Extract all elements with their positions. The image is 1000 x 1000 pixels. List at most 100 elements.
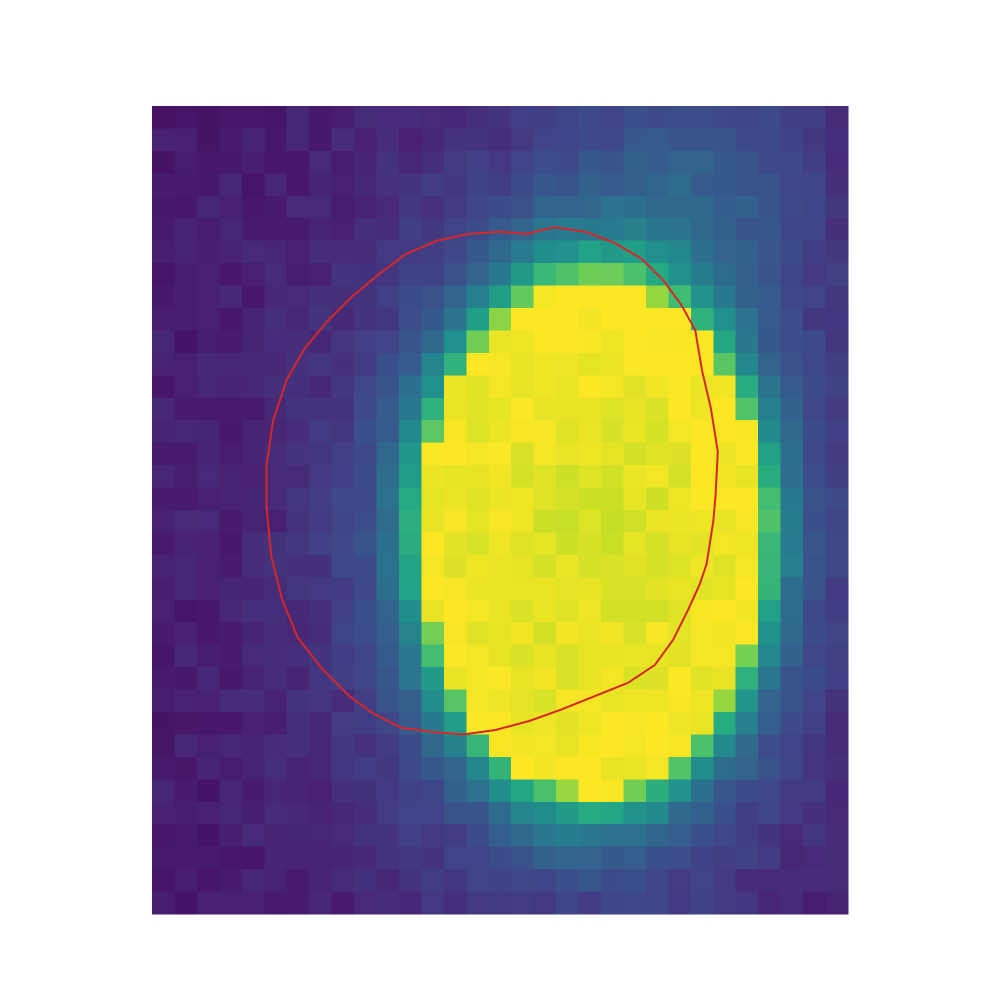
heatmap-cell <box>354 734 378 758</box>
heatmap-cell <box>264 756 288 780</box>
heatmap-cell <box>758 532 782 556</box>
heatmap-cell <box>690 150 714 174</box>
heatmap-cell <box>645 554 669 578</box>
heatmap-cell <box>511 285 535 309</box>
heatmap-cell <box>556 869 580 893</box>
heatmap-cell <box>443 510 467 534</box>
heatmap-cell <box>354 644 378 668</box>
heatmap-cell <box>533 599 557 623</box>
heatmap-cell <box>174 397 198 421</box>
heatmap-cell <box>331 420 355 444</box>
heatmap-cell <box>443 734 467 758</box>
heatmap-cell <box>735 689 759 713</box>
heatmap-cell <box>421 442 445 466</box>
heatmap-cell <box>690 712 714 736</box>
heatmap-cell <box>803 218 827 242</box>
heatmap-cell <box>511 420 535 444</box>
heatmap-cell <box>713 106 737 130</box>
heatmap-cell <box>803 150 827 174</box>
heatmap-cell <box>533 510 557 534</box>
heatmap-cell <box>331 599 355 623</box>
heatmap-cell <box>443 263 467 287</box>
heatmap-cell <box>578 285 602 309</box>
heatmap-cell <box>174 734 198 758</box>
heatmap-cell <box>241 330 265 354</box>
heatmap-cell <box>623 173 647 197</box>
heatmap-cell <box>668 554 692 578</box>
heatmap-cell <box>286 869 310 893</box>
heatmap-cell <box>488 465 512 489</box>
heatmap-cell <box>286 577 310 601</box>
heatmap-cell <box>645 465 669 489</box>
heatmap-cell <box>309 644 333 668</box>
heatmap-cell <box>174 352 198 376</box>
heatmap-cell <box>758 218 782 242</box>
heatmap-cell <box>668 173 692 197</box>
heatmap-cell <box>713 869 737 893</box>
heatmap-cell <box>309 779 333 803</box>
heatmap-cell <box>578 352 602 376</box>
heatmap-cell <box>668 285 692 309</box>
heatmap-cell <box>780 532 804 556</box>
heatmap-cell <box>152 599 176 623</box>
heatmap-cell <box>443 420 467 444</box>
heatmap-cell <box>758 846 782 870</box>
heatmap-cell <box>690 599 714 623</box>
heatmap-cell <box>331 801 355 825</box>
heatmap-cell <box>219 824 243 848</box>
heatmap-cell <box>398 689 423 713</box>
heatmap-cell <box>354 712 378 736</box>
heatmap-cell <box>533 150 557 174</box>
heatmap-cell <box>421 622 445 646</box>
heatmap-cell <box>331 352 355 376</box>
heatmap-cell <box>803 285 827 309</box>
heatmap-cell <box>241 532 265 556</box>
heatmap-cell <box>152 801 176 825</box>
heatmap-cell <box>421 106 445 130</box>
heatmap-cell <box>645 667 669 691</box>
heatmap-cell <box>264 510 288 534</box>
heatmap-cell <box>713 330 737 354</box>
heatmap-cell <box>511 465 535 489</box>
heatmap-cell <box>421 420 445 444</box>
heatmap-cell <box>578 375 602 399</box>
heatmap-cell <box>825 510 849 534</box>
heatmap-cell <box>309 150 333 174</box>
heatmap-cell <box>758 397 782 421</box>
heatmap-cell <box>758 106 782 130</box>
heatmap-cell <box>735 263 759 287</box>
heatmap-cell <box>825 532 849 556</box>
heatmap-cell <box>780 308 804 332</box>
heatmap-cell <box>331 330 355 354</box>
heatmap-cell <box>241 554 265 578</box>
heatmap-cell <box>264 891 288 915</box>
heatmap-cell <box>152 577 176 601</box>
heatmap-cell <box>241 465 265 489</box>
heatmap-cell <box>713 667 737 691</box>
heatmap-cell <box>601 577 625 601</box>
heatmap-cell <box>556 756 580 780</box>
heatmap-cell <box>286 173 310 197</box>
heatmap-cell <box>331 824 355 848</box>
heatmap-cell <box>488 420 512 444</box>
heatmap-cell <box>443 869 467 893</box>
heatmap-cell <box>309 195 333 219</box>
heatmap-cell <box>421 801 445 825</box>
heatmap-cell <box>241 218 265 242</box>
heatmap-cell <box>533 644 557 668</box>
heatmap-cell <box>196 532 220 556</box>
heatmap-cell <box>645 195 669 219</box>
heatmap-cell <box>488 554 512 578</box>
heatmap-cell <box>601 195 625 219</box>
heatmap-cell <box>443 128 467 152</box>
heatmap-cell <box>578 487 602 511</box>
heatmap-cell <box>556 846 580 870</box>
heatmap-cell <box>578 712 602 736</box>
heatmap-cell <box>780 375 804 399</box>
heatmap-cell <box>645 240 669 264</box>
heatmap-cell <box>780 442 804 466</box>
heatmap-cell <box>825 375 849 399</box>
heatmap-cell <box>398 869 423 893</box>
heatmap-cell <box>354 824 378 848</box>
heatmap-cell <box>713 599 737 623</box>
